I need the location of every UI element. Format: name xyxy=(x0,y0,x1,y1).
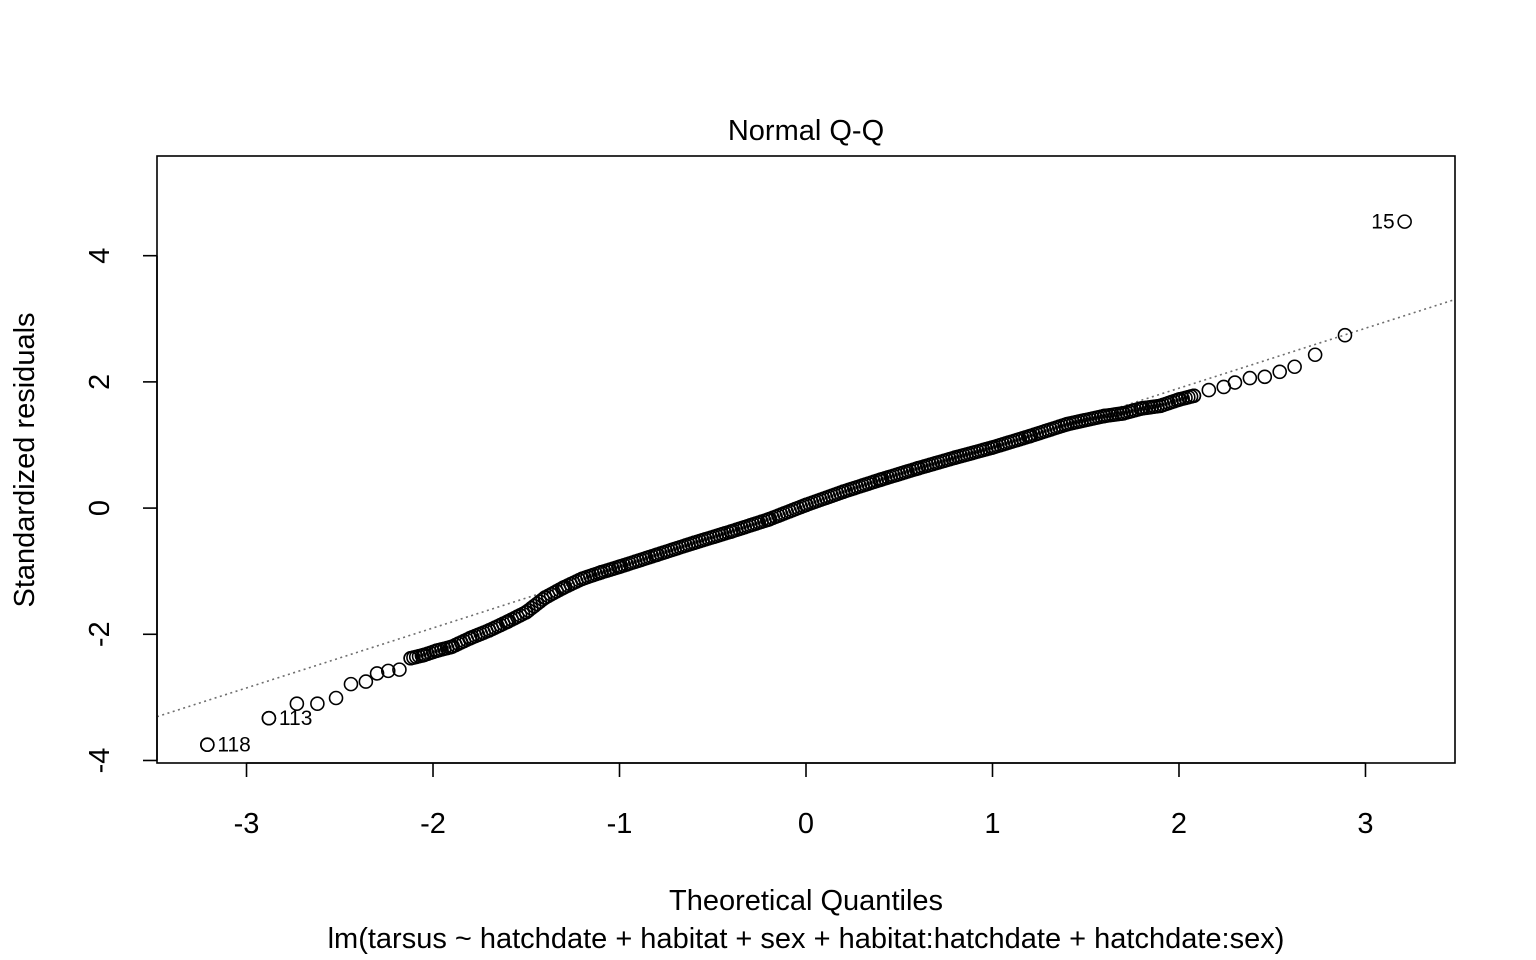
qq-point xyxy=(328,690,344,706)
plot-frame xyxy=(156,155,1456,764)
chart-title: Normal Q-Q xyxy=(728,115,884,147)
qq-point xyxy=(1242,370,1258,386)
qq-point xyxy=(1307,347,1323,363)
y-tick-label: -4 xyxy=(84,748,116,774)
outlier-label: 15 xyxy=(1371,211,1394,234)
points-layer xyxy=(200,214,1412,753)
x-tick-label: -2 xyxy=(420,808,446,840)
x-tick-label: -3 xyxy=(234,808,260,840)
y-axis: -4 -2 0 2 4 xyxy=(84,248,158,774)
qq-point xyxy=(1201,382,1217,398)
qq-point xyxy=(310,696,325,711)
qq-point xyxy=(369,666,385,681)
qq-point xyxy=(1272,364,1287,380)
qq-point xyxy=(1227,375,1243,390)
qq-point xyxy=(380,663,396,679)
qq-point xyxy=(343,676,359,692)
outlier-label: 113 xyxy=(279,707,312,730)
qq-point xyxy=(261,710,277,726)
qq-reference-line xyxy=(156,298,1456,718)
qq-point xyxy=(1186,388,1202,404)
qq-point xyxy=(358,674,374,689)
y-tick-label: 4 xyxy=(84,248,116,264)
x-axis-title: Theoretical Quantiles xyxy=(669,885,943,917)
qq-point xyxy=(392,662,407,677)
qq-point xyxy=(1397,214,1412,229)
x-tick-label: -1 xyxy=(607,808,633,840)
y-tick-label: 0 xyxy=(84,500,116,516)
y-axis-title: Standardized residuals xyxy=(9,312,41,607)
x-tick-label: 2 xyxy=(1171,808,1187,840)
qq-point xyxy=(1287,359,1302,375)
qq-point xyxy=(289,696,305,711)
outlier-labels: 15 113 118 xyxy=(217,211,1394,757)
y-tick-label: 2 xyxy=(84,374,116,390)
qq-point xyxy=(1257,369,1273,385)
x-tick-label: 0 xyxy=(798,808,814,840)
x-tick-label: 3 xyxy=(1357,808,1373,840)
reference-line-layer xyxy=(156,298,1456,718)
qq-point xyxy=(200,737,215,753)
x-tick-label: 1 xyxy=(984,808,1000,840)
qq-point xyxy=(1337,327,1353,343)
outlier-label: 118 xyxy=(217,734,250,757)
y-tick-label: -2 xyxy=(84,621,116,647)
chart-subtitle: lm(tarsus ~ hatchdate + habitat + sex + … xyxy=(328,923,1285,955)
x-axis: -3 -2 -1 0 1 2 3 xyxy=(234,762,1374,840)
